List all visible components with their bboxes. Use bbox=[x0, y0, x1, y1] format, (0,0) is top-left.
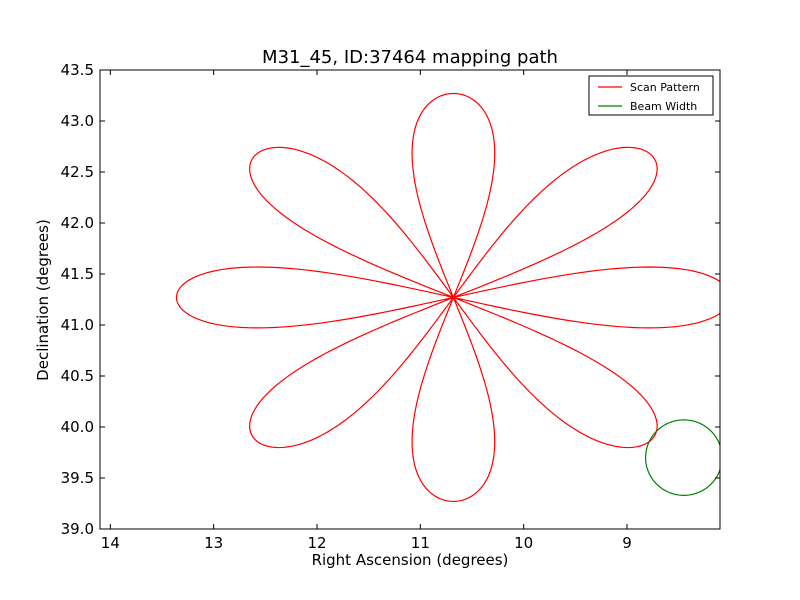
y-tick-label: 42.5 bbox=[61, 163, 94, 181]
y-tick-label: 40.5 bbox=[61, 367, 94, 385]
legend: Scan Pattern Beam Width bbox=[588, 75, 714, 116]
plot-area bbox=[175, 92, 720, 503]
y-tick-label: 43.5 bbox=[61, 61, 94, 79]
series-layer bbox=[175, 92, 720, 503]
y-tick-label: 39.0 bbox=[61, 520, 94, 538]
y-tick-label: 40.0 bbox=[61, 418, 94, 436]
y-tick-label: 41.0 bbox=[61, 316, 94, 334]
y-tick-label: 39.5 bbox=[61, 469, 94, 487]
series-line-beam-width bbox=[644, 419, 720, 496]
x-tick-label: 14 bbox=[101, 534, 120, 552]
x-axis-title: Right Ascension (degrees) bbox=[312, 551, 509, 569]
plot-frame bbox=[99, 69, 721, 530]
ticks-layer: 14 13 12 11 10 9 39.0 39.5 40.0 40.5 41.0 41.5 42.0 4… bbox=[61, 61, 720, 552]
y-tick-label: 43.0 bbox=[61, 112, 94, 130]
x-tick-label: 10 bbox=[514, 534, 533, 552]
legend-box bbox=[588, 75, 714, 116]
legend-label-scan-pattern: Scan Pattern bbox=[630, 81, 700, 94]
y-axis-title: Declination (degrees) bbox=[34, 219, 52, 381]
series-line-scan-pattern bbox=[175, 92, 720, 503]
x-tick-label: 11 bbox=[411, 534, 430, 552]
legend-label-beam-width: Beam Width bbox=[630, 100, 697, 113]
chart-title: M31_45, ID:37464 mapping path bbox=[262, 47, 558, 68]
x-tick-label: 13 bbox=[204, 534, 223, 552]
x-tick-label: 12 bbox=[307, 534, 326, 552]
x-tick-label: 9 bbox=[622, 534, 632, 552]
y-tick-label: 41.5 bbox=[61, 265, 94, 283]
y-tick-label: 42.0 bbox=[61, 214, 94, 232]
